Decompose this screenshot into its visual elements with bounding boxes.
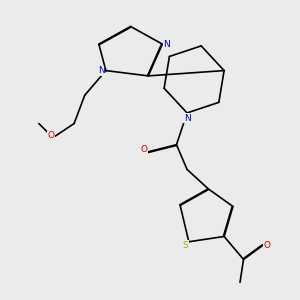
Text: O: O: [264, 241, 271, 250]
Text: O: O: [48, 131, 55, 140]
Text: N: N: [98, 66, 105, 75]
Text: S: S: [182, 241, 188, 250]
Text: N: N: [163, 40, 170, 49]
Text: N: N: [184, 114, 190, 123]
Text: O: O: [140, 146, 148, 154]
